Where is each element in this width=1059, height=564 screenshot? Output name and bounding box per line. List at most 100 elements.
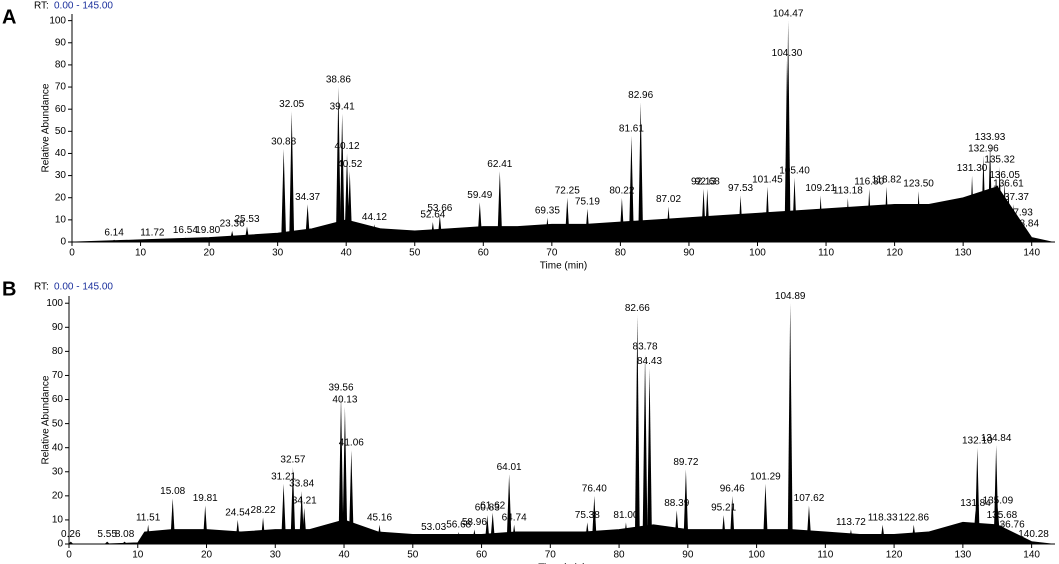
y-tick-label: 50 (55, 126, 67, 137)
peak (301, 507, 307, 544)
peak-label: 39.41 (330, 101, 355, 112)
peak (437, 215, 443, 242)
peak-label: 0.26 (61, 529, 81, 540)
peak (623, 522, 629, 544)
peak-label: 113.18 (833, 185, 863, 196)
peak (104, 541, 110, 544)
peak (281, 483, 287, 544)
peak (202, 505, 208, 544)
x-tick-label: 10 (132, 550, 144, 561)
peak (477, 202, 483, 242)
y-tick-label: 0 (57, 539, 63, 550)
y-tick-label: 30 (52, 466, 64, 477)
peak (666, 206, 672, 242)
peak-label: 104.30 (772, 48, 803, 59)
range-prefix: RT: (34, 1, 49, 12)
peak (229, 230, 235, 242)
x-axis-title: Time (min) (538, 563, 585, 564)
peak (342, 406, 348, 544)
peak-label: 40.12 (335, 141, 360, 152)
peak-label: 30.88 (271, 137, 296, 148)
peak (785, 20, 791, 242)
peak-label: 92.13 (691, 177, 716, 188)
peak (430, 222, 436, 242)
x-tick-label: 30 (272, 248, 284, 259)
peak-label: 82.96 (628, 90, 653, 101)
y-tick-label: 40 (52, 442, 64, 453)
peak (721, 515, 727, 544)
peak-label: 28.22 (251, 505, 276, 516)
peak-label: 113.72 (836, 517, 866, 528)
x-tick-label: 0 (66, 550, 72, 561)
trace-area (71, 186, 1053, 243)
peak-label: 92.68 (695, 177, 720, 188)
panel-label: B (2, 278, 16, 300)
x-tick-label: 40 (341, 248, 353, 259)
peak (490, 512, 496, 544)
peak-label: 109.21 (805, 183, 836, 194)
panel-label: A (2, 6, 16, 28)
peak (1005, 191, 1011, 242)
range-prefix: RT: (34, 282, 49, 293)
peak-label: 72.25 (555, 185, 580, 196)
x-tick-label: 60 (478, 248, 490, 259)
peak-label: 69.35 (535, 205, 560, 216)
peak-label: 62.41 (487, 159, 512, 170)
peak-label: 136.05 (989, 170, 1020, 181)
peak (1031, 541, 1037, 544)
x-tick-label: 130 (955, 248, 972, 259)
y-tick-label: 30 (55, 170, 67, 181)
peak-label: 134.84 (981, 433, 1012, 444)
y-tick-label: 20 (52, 490, 64, 501)
peak-label: 84.43 (637, 356, 662, 367)
peak (866, 188, 872, 242)
y-tick-label: 10 (55, 215, 67, 226)
peak-label: 33.84 (289, 479, 314, 490)
peak-label: 101.45 (752, 174, 783, 185)
y-tick-label: 100 (49, 15, 66, 26)
x-tick-label: 140 (1023, 248, 1040, 259)
peak (584, 522, 590, 544)
y-tick-label: 10 (52, 515, 64, 526)
peak-label: 11.72 (140, 227, 165, 238)
peak (792, 177, 798, 242)
peak (511, 524, 517, 544)
peak (995, 507, 1001, 544)
peak (762, 483, 768, 544)
peak-label: 95.21 (711, 503, 736, 514)
peak (290, 466, 296, 544)
peak-label: 11.51 (136, 512, 161, 523)
peak (969, 175, 975, 242)
peak-label: 118.82 (872, 174, 902, 185)
peak (339, 113, 345, 242)
peak (1015, 219, 1021, 242)
peak-label: 123.50 (903, 179, 934, 190)
peak (347, 171, 353, 242)
peak (182, 237, 188, 242)
peak-label: 76.40 (582, 483, 607, 494)
x-tick-label: 70 (546, 248, 558, 259)
peak (701, 188, 707, 242)
peak-label: 135.68 (987, 510, 1018, 521)
peak-label: 81.00 (613, 510, 638, 521)
peak-label: 5.55 (97, 529, 117, 540)
peak-label: 131.30 (957, 163, 988, 174)
y-tick-label: 40 (55, 148, 67, 159)
x-tick-label: 90 (682, 550, 694, 561)
x-tick-label: 80 (615, 248, 627, 259)
peak-label: 59.49 (467, 190, 492, 201)
peak-label: 32.57 (280, 455, 305, 466)
x-tick-label: 110 (817, 550, 833, 561)
peak-label: 118.33 (868, 512, 898, 523)
peak (145, 524, 151, 544)
peak-label: 61.62 (480, 500, 505, 511)
peak (544, 217, 550, 242)
y-tick-label: 60 (52, 394, 64, 405)
peak-label: 53.66 (427, 203, 452, 214)
x-tick-label: 60 (476, 550, 488, 561)
peak-label: 15.08 (160, 486, 185, 497)
peak-label: 104.89 (775, 291, 806, 302)
peak (704, 188, 710, 242)
peak (205, 237, 211, 242)
y-tick-label: 100 (46, 298, 63, 309)
